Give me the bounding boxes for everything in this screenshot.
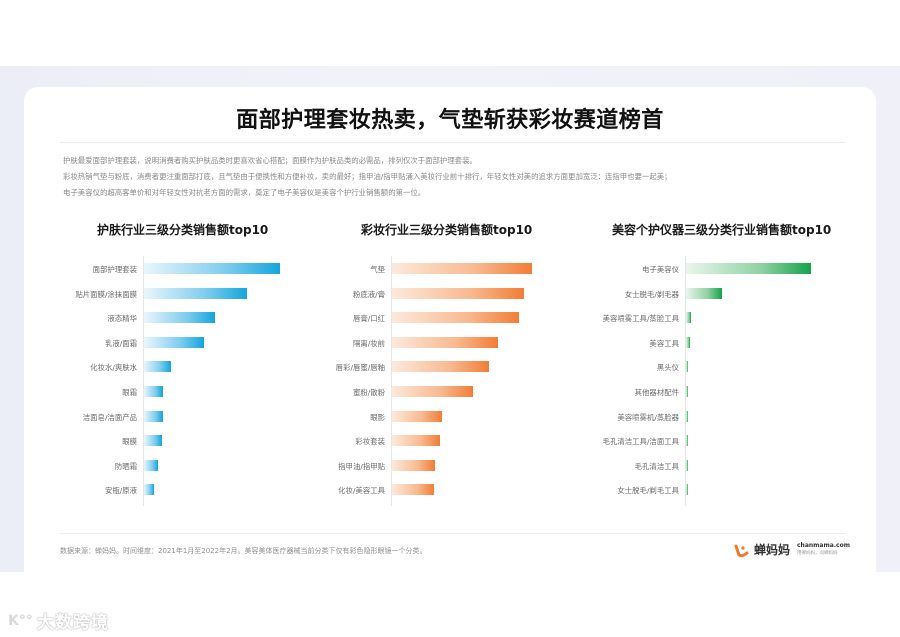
description-line: 护肤最爱面部护理套装，说明消费者购买护肤品类时更喜欢省心搭配；面膜作为护肤品类的… (63, 156, 477, 165)
bar-devices (686, 484, 688, 496)
bar-label: 指甲油/指甲贴 (338, 461, 385, 471)
bar-skincare (144, 336, 204, 348)
bar-label: 唇彩/唇蜜/唇釉 (335, 363, 385, 373)
watermark: K°° 大数跨境 (8, 608, 109, 634)
bar-label: 眼霜 (122, 388, 137, 397)
bar-label: 液态精华 (107, 314, 137, 324)
bar-makeup (392, 386, 473, 397)
bar-label: 贴片面膜/涂抹面膜 (75, 289, 137, 299)
bar-label: 防晒霜 (114, 461, 137, 471)
bar-devices (686, 459, 688, 471)
chart-title-skincare: 护肤行业三级分类销售额top10 (97, 223, 269, 237)
bar-label: 彩妆套装 (355, 437, 385, 447)
chart-title-makeup: 彩妆行业三级分类销售额top10 (361, 223, 533, 237)
bar-label: 电子美容仪 (642, 265, 679, 274)
bar-devices (686, 361, 688, 373)
bar-skincare (144, 484, 154, 496)
chart-axis-makeup (391, 256, 392, 506)
bar-label: 毛孔清洁工具/洁面工具 (602, 437, 679, 447)
description: 护肤最爱面部护理套装，说明消费者购买护肤品类时更喜欢省心搭配；面膜作为护肤品类的… (63, 153, 853, 201)
chart-title-devices: 美容个护仪器三级分类行业销售额top10 (612, 223, 832, 237)
bar-label: 乳液/面霜 (104, 338, 137, 348)
bar-skincare (144, 410, 163, 422)
bar-label: 洁面皂/洁面产品 (82, 412, 137, 422)
bar-devices (686, 435, 688, 447)
bar-label: 毛孔清洁工具 (634, 461, 679, 471)
chanmama-logo-icon (734, 544, 749, 557)
description-line: 电子美容仪的超高客单价和对年轻女性对抗老方面的需求，奠定了电子美容仪是美容个护行… (63, 188, 426, 197)
bar-label: 蜜粉/散粉 (352, 388, 385, 397)
brand-url: chanmama.com (797, 542, 850, 549)
bar-makeup (392, 287, 524, 299)
page-title: 面部护理套妆热卖，气垫斩获彩妆赛道榜首 (236, 108, 664, 133)
bar-devices (686, 287, 722, 299)
bar-label: 化妆水/爽肤水 (90, 363, 137, 373)
bar-skincare (144, 312, 215, 324)
bar-makeup (392, 361, 489, 373)
bar-makeup (392, 263, 532, 274)
bar-skincare (144, 435, 162, 447)
bar-skincare (144, 287, 247, 299)
bar-label: 粉底液/膏 (352, 289, 385, 299)
bar-makeup (392, 435, 440, 447)
bar-devices (686, 263, 811, 274)
bar-label: 女士脱毛/剃毛器 (624, 289, 679, 299)
bar-label: 美容喷雾工具/蒸脸工具 (602, 314, 679, 324)
brand-slogan: 用蝉妈妈，问蝉妈妈 (797, 551, 838, 556)
bar-makeup (392, 484, 434, 496)
watermark-logo-icon: K°° (8, 612, 33, 629)
bar-label: 眼膜 (122, 437, 137, 447)
bar-label: 安瓶/原液 (104, 486, 137, 496)
bar-skincare (144, 361, 171, 373)
bar-label: 黑头仪 (656, 363, 679, 373)
bar-label: 气垫 (370, 265, 385, 274)
bar-devices (686, 336, 690, 348)
bar-makeup (392, 312, 519, 324)
bar-skincare (144, 459, 158, 471)
data-source-note: 数据来源：蝉妈妈。时间维度：2021年1月至2022年2月。美容美体医疗器械当前… (60, 547, 427, 555)
bar-label: 唇膏/口红 (352, 314, 385, 324)
bar-skincare (144, 263, 280, 274)
content-card (24, 87, 876, 572)
chart-axis-devices (685, 256, 686, 506)
description-line: 彩妆热销气垫与粉底，消费者更注重面部打底，且气垫由于便携性和方便补妆，卖的最好；… (63, 172, 672, 181)
bar-makeup (392, 459, 435, 471)
bar-label: 隔离/妆前 (352, 338, 385, 348)
bar-makeup (392, 410, 442, 422)
brand-block: 蝉妈妈 (734, 541, 790, 558)
footer-divider (60, 533, 845, 534)
bar-devices (686, 386, 688, 397)
bar-skincare (144, 386, 163, 397)
bar-label: 美容喷雾机/蒸脸器 (617, 412, 679, 422)
brand-name: 蝉妈妈 (754, 543, 791, 557)
chart-axis-skincare (143, 256, 144, 506)
bar-label: 美容工具 (649, 338, 679, 348)
brand-site: chanmama.com 用蝉妈妈，问蝉妈妈 (797, 542, 850, 556)
bar-devices (686, 312, 691, 324)
bar-label: 眼影 (370, 412, 385, 422)
title-divider (60, 142, 845, 143)
bar-makeup (392, 336, 498, 348)
bar-label: 女士脱毛/剃毛工具 (617, 486, 679, 496)
bar-devices (686, 410, 688, 422)
bar-label: 面部护理套装 (92, 265, 137, 274)
watermark-text: 大数跨境 (36, 613, 109, 633)
bar-label: 其他器材配件 (634, 388, 679, 397)
bar-label: 化妆/美容工具 (338, 486, 385, 496)
